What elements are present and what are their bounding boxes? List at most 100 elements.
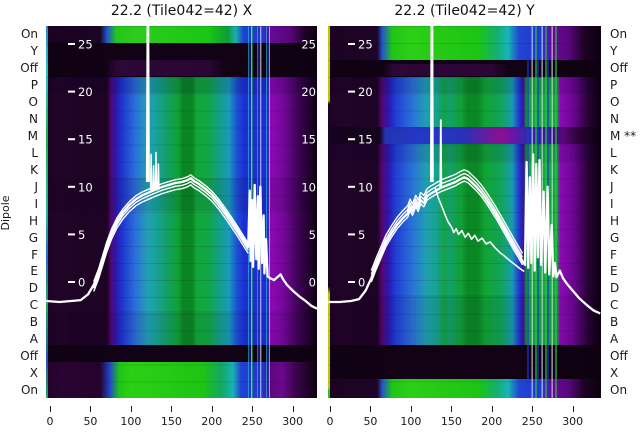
x-tick-label: 0 (46, 415, 54, 428)
dipole-label-left: On (20, 27, 38, 42)
dipole-label-right: L (610, 145, 617, 160)
dipole-label-left: Off (20, 61, 38, 76)
dipole-label-right: M ** (610, 129, 637, 144)
heatmap-shade (46, 311, 317, 345)
power-tick-dash (348, 43, 355, 45)
x-tick-label: 50 (83, 415, 98, 428)
overlay-curves: 25 25 20 20 15 15 10 10 5 5 0 0 (46, 26, 317, 310)
power-tick-label-right: 10 (301, 180, 316, 194)
x-tick-label: 300 (282, 415, 304, 428)
dipole-label-left: C (29, 298, 38, 313)
dipole-label-right: Off (610, 349, 628, 364)
dipole-label-left: G (28, 230, 38, 245)
panel-title-x: 22.2 (Tile042=42) X (110, 3, 253, 19)
power-curve (370, 180, 524, 283)
x-tick-mark (491, 406, 493, 412)
dipole-label-right: F (610, 247, 617, 262)
dipole-label-right: P (610, 78, 618, 93)
dipole-label-right: H (610, 213, 620, 228)
power-tick-dash (68, 138, 75, 141)
power-tick-label: 15 (78, 133, 93, 147)
x-tick-mark (252, 406, 254, 412)
dipole-label-left: On (20, 382, 38, 397)
panel-title-y: 22.2 (Tile042=42) Y (394, 3, 535, 19)
x-tick-mark (130, 406, 132, 412)
dipole-label-right: Y (610, 44, 618, 59)
power-tick-dash (68, 43, 75, 45)
dipole-label-right: G (610, 230, 620, 245)
power-curve (46, 177, 317, 310)
dipole-label-left: J (34, 179, 38, 194)
dipole-label-right: O (610, 95, 620, 110)
x-tick-label: 250 (521, 415, 543, 428)
dipole-label-left: X (29, 366, 38, 381)
dipole-label-right: D (610, 281, 620, 296)
power-tick-label: 10 (78, 180, 93, 194)
power-tick-dash (68, 233, 75, 236)
row-grid-overlay (328, 26, 601, 398)
power-tick-dash (348, 233, 355, 236)
dipole-label-left: Off (20, 349, 38, 364)
power-tick-dash (348, 281, 355, 283)
dipole-label-left: K (30, 162, 38, 177)
power-tick-label: 10 (358, 180, 373, 194)
dipole-label-right: K (610, 162, 618, 177)
power-tick-label: 0 (358, 276, 365, 290)
power-tick-label: 20 (358, 85, 373, 99)
dipole-label-right: On (610, 27, 628, 42)
x-tick-label: 0 (326, 415, 334, 428)
power-curve (145, 26, 150, 183)
overlay-curves: 25 20 15 10 5 0 (328, 26, 601, 315)
power-curve (149, 151, 160, 193)
x-tick-label: 200 (481, 415, 503, 428)
power-tick-dash (68, 185, 75, 188)
dipole-label-left: I (34, 196, 38, 211)
x-tick-mark (532, 406, 534, 412)
power-tick-label-right: 15 (301, 133, 316, 147)
dipole-label-left: P (30, 78, 38, 93)
dipole-label-left: E (30, 264, 38, 279)
power-tick-dash (348, 90, 355, 93)
x-tick-mark (211, 406, 213, 412)
power-tick-label: 5 (358, 228, 365, 242)
dipole-label-left: F (31, 247, 38, 262)
edge-strip (328, 26, 330, 398)
power-tick-dash (68, 90, 75, 93)
dipole-label-right: Off (610, 61, 628, 76)
power-curve (93, 174, 249, 282)
dipole-label-left: L (31, 145, 38, 160)
dipole-label-right: X (610, 366, 619, 381)
power-curve (434, 187, 525, 273)
power-tick-label: 25 (358, 38, 373, 52)
heatmap-base (46, 26, 317, 398)
dipole-label-left: A (29, 332, 38, 347)
x-tick-label: 50 (363, 415, 378, 428)
power-curve (328, 153, 601, 315)
x-tick-label: 150 (160, 415, 182, 428)
power-tick-label-right: 20 (301, 85, 316, 99)
x-tick-label: 100 (400, 415, 422, 428)
power-tick-label-right: 5 (309, 228, 316, 242)
power-curve (370, 172, 524, 275)
x-tick-mark (50, 406, 51, 412)
x-tick-label: 100 (120, 415, 142, 428)
heatmap-panel-y: 25 20 15 10 5 0 (328, 26, 601, 398)
heatmap-band (46, 362, 317, 398)
dipole-label-right: J (610, 179, 614, 194)
power-curve (430, 26, 434, 183)
x-tick-mark (410, 406, 412, 412)
power-tick-label-right: 25 (301, 38, 316, 52)
power-tick-dash (68, 281, 75, 283)
dipole-label-right: On (610, 382, 628, 397)
dipole-label-right: A (610, 332, 619, 347)
dipole-label-right: E (610, 264, 618, 279)
dipole-label-right: B (610, 315, 619, 330)
heatmap-shade (46, 178, 317, 211)
power-tick-label-right: 0 (309, 276, 316, 290)
power-curve (93, 180, 249, 289)
x-tick-mark (370, 406, 372, 412)
power-tick-label: 15 (358, 133, 373, 147)
power-tick-label: 25 (78, 38, 93, 52)
x-tick-label: 250 (241, 415, 263, 428)
